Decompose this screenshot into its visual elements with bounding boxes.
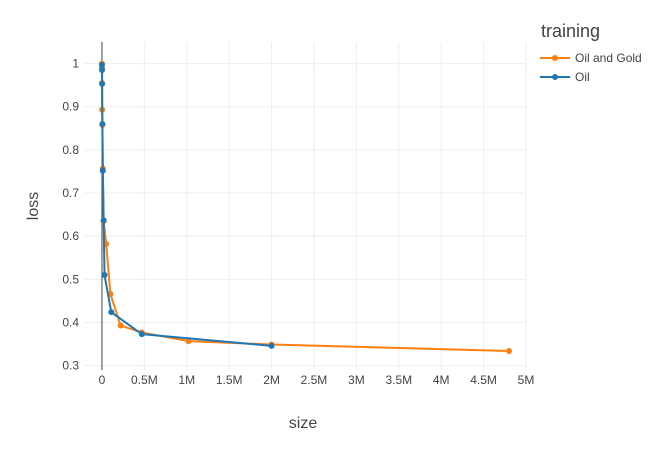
- data-point-oil: [98, 61, 105, 68]
- y-tick-label: 0.4: [62, 316, 79, 330]
- x-tick-label: 2M: [263, 373, 280, 387]
- data-point-oil: [99, 167, 106, 174]
- data-point-oil: [99, 80, 106, 87]
- series-line-oil: [100, 64, 272, 347]
- y-axis-title: loss: [25, 192, 42, 220]
- data-point-oil-and-gold: [506, 348, 513, 355]
- legend-label-oil-and-gold: Oil and Gold: [575, 51, 642, 65]
- x-axis-title: size: [289, 415, 318, 432]
- legend-item-oil-and-gold[interactable]: Oil and Gold: [540, 51, 642, 65]
- y-tick-label: 1: [72, 57, 79, 71]
- data-point-oil: [101, 272, 108, 279]
- legend-title: training: [541, 21, 600, 41]
- legend-item-oil[interactable]: Oil: [540, 70, 590, 84]
- data-point-oil: [138, 331, 145, 338]
- y-tick-labels: 0.3 0.4 0.5 0.6 0.7 0.8 0.9 1: [62, 57, 79, 373]
- legend-label-oil: Oil: [575, 70, 590, 84]
- y-tick-label: 0.9: [62, 100, 79, 114]
- x-tick-label: 0.5M: [131, 373, 158, 387]
- x-tick-label: 1M: [178, 373, 195, 387]
- y-tick-label: 0.5: [62, 272, 79, 286]
- x-tick-label: 5M: [518, 373, 535, 387]
- legend-marker-oil: [552, 74, 558, 80]
- x-tick-label: 4.5M: [470, 373, 497, 387]
- data-point-oil-and-gold: [117, 322, 124, 329]
- series-group: [98, 60, 513, 355]
- x-tick-label: 2.5M: [301, 373, 328, 387]
- data-point-oil: [100, 217, 107, 224]
- x-tick-label: 3.5M: [385, 373, 412, 387]
- x-tick-label: 4M: [433, 373, 450, 387]
- y-tick-label: 0.8: [62, 143, 79, 157]
- y-tick-label: 0.7: [62, 186, 79, 200]
- grid-lines: [85, 42, 527, 370]
- x-tick-label: 3M: [348, 373, 365, 387]
- x-tick-label: 1.5M: [216, 373, 243, 387]
- y-tick-label: 0.6: [62, 229, 79, 243]
- legend: training Oil and Gold Oil: [540, 21, 642, 84]
- x-tick-labels: 0 0.5M 1M 1.5M 2M 2.5M 3M 3.5M 4M 4.5M 5M: [99, 373, 535, 387]
- legend-marker-oil-and-gold: [552, 55, 558, 61]
- data-point-oil: [108, 309, 115, 316]
- data-point-oil: [268, 342, 275, 349]
- y-tick-label: 0.3: [62, 359, 79, 373]
- data-point-oil: [99, 67, 106, 74]
- data-point-oil-and-gold: [185, 338, 192, 345]
- data-point-oil: [99, 121, 106, 127]
- x-tick-label: 0: [99, 373, 106, 387]
